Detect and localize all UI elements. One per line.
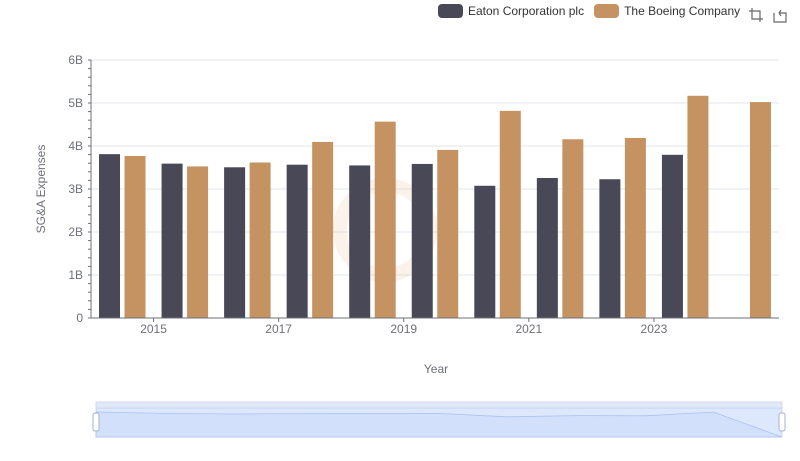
x-tick-label: 2017 — [265, 322, 292, 336]
bar-boeing-2017 — [312, 141, 334, 318]
data-zoom-slider[interactable] — [92, 401, 786, 438]
x-tick-label: 2015 — [140, 322, 167, 336]
bar-eaton-2017 — [286, 164, 308, 318]
bar-eaton-2022 — [599, 179, 621, 318]
bar-boeing-2015 — [187, 166, 209, 318]
y-axis-label: SG&A Expenses — [34, 144, 48, 234]
axes: 0 1B 2B 3B 4B 5B 6B 2015 2017 2019 2021 2023 — [68, 53, 779, 336]
bar-eaton-2015 — [161, 163, 183, 318]
bar-eaton-2023 — [661, 154, 683, 318]
y-tick-label: 5B — [68, 96, 83, 110]
bar-eaton-2020 — [474, 185, 496, 318]
legend-swatch-boeing — [594, 4, 620, 18]
legend: Eaton Corporation plc The Boeing Company — [438, 4, 750, 18]
legend-item-eaton[interactable]: Eaton Corporation plc — [438, 4, 584, 18]
bar-eaton-2014 — [99, 154, 121, 318]
bar-boeing-2023 — [687, 95, 709, 318]
bar-boeing-2018 — [374, 121, 396, 318]
zoom-handle-right — [778, 412, 786, 432]
y-tick-label: 6B — [68, 53, 83, 67]
x-tick-label: 2019 — [390, 322, 417, 336]
zoom-preview-area — [95, 411, 783, 438]
zoom-icon[interactable] — [747, 6, 765, 24]
x-tick-label: 2021 — [515, 322, 542, 336]
bar-boeing-2022 — [624, 137, 646, 318]
x-axis-label: Year — [423, 362, 449, 376]
zoom-top-bar — [95, 401, 783, 409]
bar-eaton-2016 — [224, 167, 246, 318]
bar-boeing-2024 — [749, 102, 771, 318]
bar-boeing-2016 — [249, 162, 271, 318]
bars — [99, 95, 771, 318]
y-tick-label: 3B — [68, 182, 83, 196]
legend-label-boeing: The Boeing Company — [624, 4, 741, 18]
y-tick-label: 2B — [68, 225, 83, 239]
bar-boeing-2020 — [499, 110, 521, 318]
restore-icon[interactable] — [771, 6, 789, 24]
x-tick-label: 2023 — [641, 322, 668, 336]
bar-boeing-2014 — [124, 156, 146, 318]
y-tick-label: 1B — [68, 268, 83, 282]
y-tick-label: 4B — [68, 139, 83, 153]
legend-swatch-eaton — [438, 4, 463, 18]
bar-boeing-2021 — [562, 139, 584, 318]
bar-eaton-2021 — [536, 177, 558, 318]
zoom-handle-left — [92, 412, 100, 432]
y-tick-label: 0 — [76, 311, 83, 325]
bar-eaton-2019 — [411, 163, 433, 318]
bar-eaton-2018 — [349, 165, 371, 318]
toolbox — [747, 6, 795, 24]
bar-boeing-2019 — [437, 149, 459, 318]
legend-label-eaton: Eaton Corporation plc — [468, 4, 585, 18]
legend-item-boeing[interactable]: The Boeing Company — [594, 4, 740, 18]
